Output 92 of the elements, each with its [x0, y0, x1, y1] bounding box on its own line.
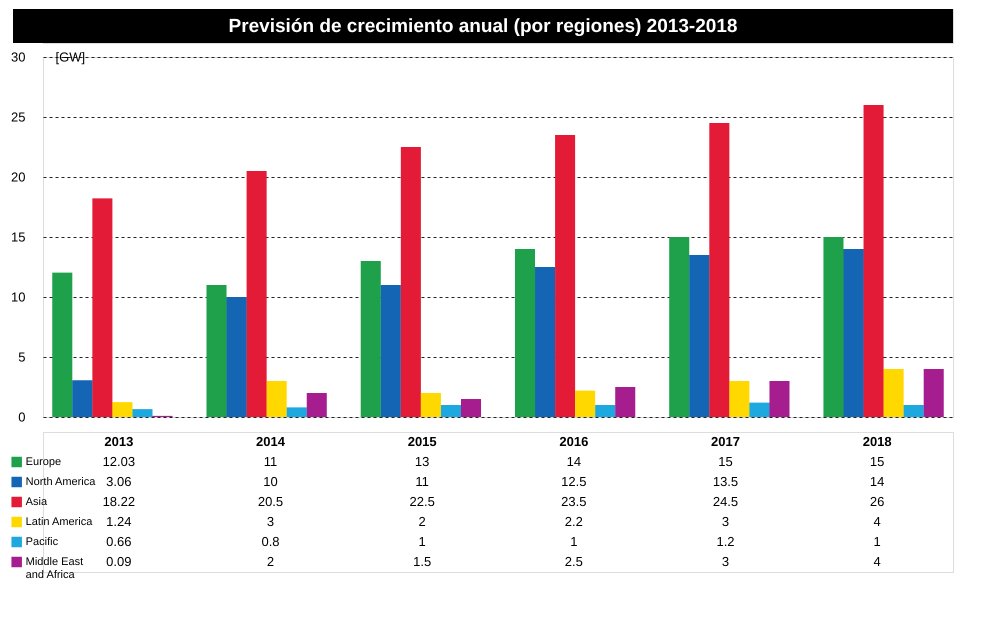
chart-title: Previsión de crecimiento anual (por regiones) 2013-2018	[228, 16, 738, 37]
data-label: 13	[414, 454, 430, 469]
data-label: 4	[874, 514, 881, 529]
bar	[286, 407, 307, 417]
x-tick-label: 2018	[862, 434, 892, 449]
data-label: 2	[418, 514, 426, 529]
data-label: 1.5	[413, 554, 432, 569]
bar	[440, 405, 461, 417]
bar	[823, 237, 844, 417]
data-label: 15	[870, 454, 884, 469]
x-tick-label: 2014	[256, 434, 286, 449]
data-label: 11	[264, 454, 278, 469]
y-tick-label: 5	[18, 350, 26, 364]
data-label: 14	[566, 454, 582, 469]
data-label: 12.5	[561, 474, 586, 489]
bar	[420, 393, 441, 417]
bar	[864, 105, 884, 417]
bar	[749, 402, 770, 417]
data-label: 22.5	[410, 494, 435, 509]
data-label: 1	[874, 534, 881, 549]
x-tick-label: 2017	[711, 434, 740, 449]
data-label: 4	[874, 554, 881, 569]
bar	[246, 171, 267, 417]
y-tick-label: 25	[11, 110, 26, 124]
legend-label: Asia	[26, 496, 48, 508]
data-label: 1	[418, 534, 426, 549]
bar	[689, 255, 710, 417]
bar	[843, 249, 864, 417]
bar	[306, 393, 327, 417]
bar	[924, 369, 944, 417]
data-label: 15	[718, 454, 733, 469]
legend-label: Pacific	[26, 536, 59, 548]
data-label: 24.5	[712, 494, 738, 509]
data-label: 1	[570, 534, 578, 549]
y-tick-label: 0	[18, 410, 26, 424]
legend-label: North America	[26, 476, 96, 488]
bar	[112, 402, 132, 417]
legend-label: Middle East and Africa	[26, 556, 84, 581]
data-label: 1.24	[106, 514, 132, 529]
data-label: 26	[870, 494, 884, 509]
bar	[266, 381, 287, 417]
bar	[904, 405, 924, 417]
data-label: 3	[722, 554, 730, 569]
bar	[514, 249, 536, 417]
data-label: 11	[415, 474, 429, 489]
bar	[769, 381, 790, 417]
data-label: 13.5	[712, 474, 738, 489]
data-label: 0.66	[106, 534, 132, 549]
y-tick-label: 20	[11, 170, 26, 184]
bar	[52, 272, 72, 417]
data-label: 14	[870, 474, 884, 489]
bar	[360, 261, 381, 417]
data-label: 0.09	[106, 554, 132, 569]
x-tick-label: 2015	[408, 434, 437, 449]
data-label: 3.06	[106, 474, 132, 489]
bar	[380, 285, 401, 417]
data-label: 10	[263, 474, 278, 489]
y-tick-label: 10	[11, 290, 26, 304]
bar	[729, 381, 750, 417]
legend-label: Europe	[26, 456, 62, 468]
bar	[92, 198, 112, 417]
y-axis-title: [GW]	[56, 50, 86, 64]
data-label: 3	[722, 514, 730, 529]
y-tick-label: 15	[11, 230, 26, 244]
bar	[709, 123, 730, 417]
bar	[669, 237, 690, 417]
bar	[615, 387, 636, 417]
data-label: 18.22	[102, 494, 136, 509]
bar	[206, 285, 227, 417]
bar	[226, 297, 247, 417]
data-label: 1.2	[716, 534, 735, 549]
data-label: 0.8	[261, 534, 280, 549]
data-label: 20.5	[258, 494, 284, 509]
data-label: 12.03	[102, 454, 136, 469]
data-label: 2	[266, 554, 274, 569]
x-tick-label: 2013	[104, 434, 134, 449]
bar	[535, 267, 556, 417]
data-label: 3	[266, 514, 274, 529]
bar	[72, 380, 92, 417]
x-tick-label: 2016	[559, 434, 588, 449]
bar	[400, 147, 421, 417]
bar	[595, 405, 616, 417]
bar	[884, 369, 904, 417]
data-label: 2.2	[564, 514, 583, 529]
bar	[555, 135, 576, 417]
data-label: 2.5	[564, 554, 583, 569]
legend-label: Latin America	[26, 516, 94, 528]
bar	[575, 390, 596, 417]
bar	[460, 399, 482, 417]
y-tick-label: 30	[11, 50, 26, 64]
bar	[132, 409, 153, 417]
data-label: 23.5	[561, 494, 586, 509]
